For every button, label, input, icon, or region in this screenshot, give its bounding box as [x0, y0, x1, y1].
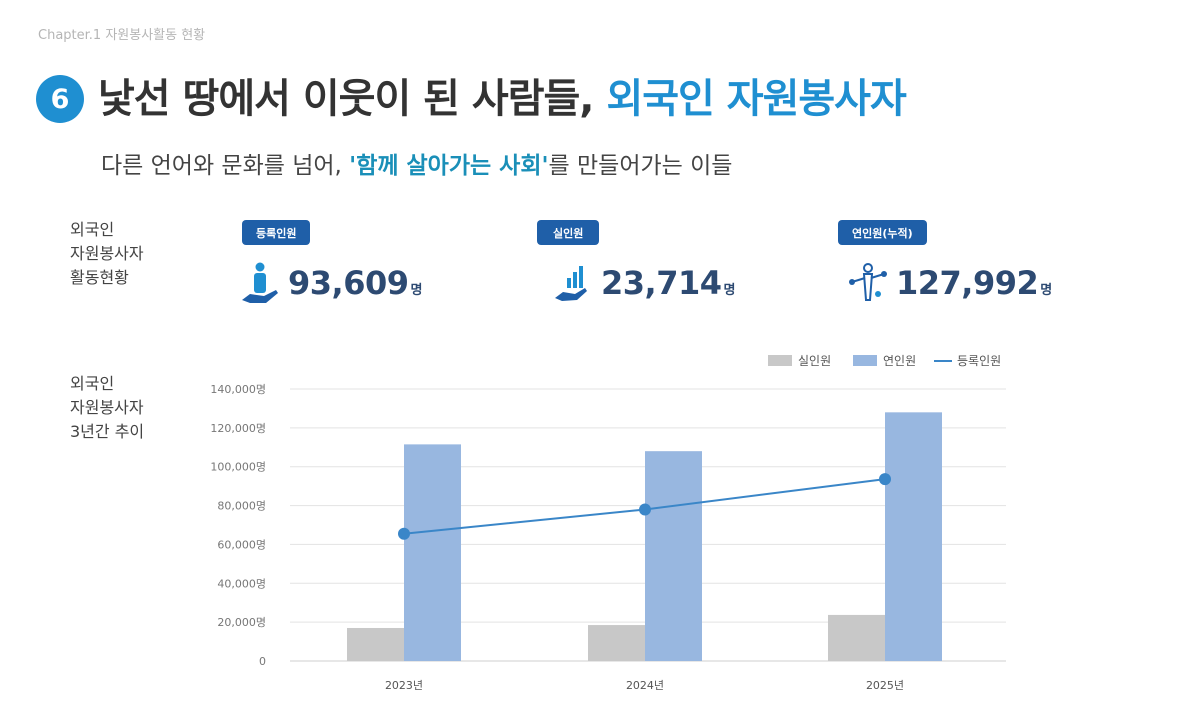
trend-chart: 0 20,000명 40,000명 60,000명 80,000명 100,000명 120… — [210, 354, 1006, 692]
bar — [404, 444, 461, 661]
x-tick-label: 2024년 — [626, 679, 664, 692]
chapter-label: Chapter.1 자원봉사활동 현황 — [38, 28, 206, 43]
y-tick-label: 80,000명 — [217, 500, 266, 513]
stat-badge-actual: 실인원 — [537, 220, 600, 245]
y-tick-label: 40,000명 — [217, 577, 266, 590]
y-tick-label: 100,000명 — [210, 461, 266, 474]
x-tick-label: 2023년 — [385, 679, 423, 692]
bar — [828, 614, 885, 661]
y-tick-label: 60,000명 — [217, 538, 266, 551]
chart-hand-icon — [555, 266, 587, 301]
trend-section-label: 외국인 자원봉사자 3년간 추이 — [70, 372, 144, 444]
trend-label-line: 외국인 — [70, 374, 115, 393]
summary-section-label: 외국인 자원봉사자 활동현황 — [70, 218, 144, 290]
line-point — [398, 527, 410, 540]
person-hand-icon — [242, 262, 278, 303]
title-main: 낯선 땅에서 이웃이 된 사람들, — [98, 76, 607, 122]
line-point — [639, 503, 651, 516]
y-tick-label: 140,000명 — [210, 383, 266, 396]
trend-label-line: 자원봉사자 — [70, 398, 144, 417]
bar — [885, 412, 942, 661]
y-tick-label: 20,000명 — [217, 616, 266, 629]
stat-badge-registered: 등록인원 — [242, 220, 311, 245]
legend-swatch — [853, 355, 877, 366]
line-point — [879, 473, 891, 486]
summary-label-line: 자원봉사자 — [70, 244, 144, 263]
bar — [588, 625, 645, 661]
y-tick-label: 120,000명 — [210, 422, 266, 435]
summary-label-line: 외국인 — [70, 220, 115, 239]
legend-label: 등록인원 — [957, 354, 1001, 368]
legend-label: 연인원 — [883, 354, 916, 368]
y-tick-label: 0 — [259, 655, 266, 668]
page-title: 낯선 땅에서 이웃이 된 사람들, 외국인 자원봉사자 — [98, 66, 907, 124]
title-accent: 외국인 자원봉사자 — [606, 76, 906, 122]
trend-label-line: 3년간 추이 — [70, 422, 145, 441]
network-person-icon — [849, 263, 887, 301]
page-subtitle: 다른 언어와 문화를 넘어, '함께 살아가는 사회'를 만들어가는 이들 — [101, 146, 732, 180]
legend-label: 실인원 — [798, 354, 831, 368]
section-number-badge: 6 — [36, 75, 84, 123]
bar — [645, 451, 702, 661]
summary-label-line: 활동현황 — [70, 268, 129, 287]
legend-swatch — [768, 355, 792, 366]
subtitle-accent: '함께 살아가는 사회' — [349, 153, 549, 179]
bar — [347, 627, 404, 661]
stat-value-cumulative: 127,992 명 — [896, 264, 1052, 302]
subtitle-pre: 다른 언어와 문화를 넘어, — [101, 153, 350, 179]
x-tick-label: 2025년 — [866, 679, 904, 692]
stat-value-actual: 23,714 명 — [601, 264, 735, 302]
stat-value-registered: 93,609 명 — [288, 264, 422, 302]
stat-badge-cumulative: 연인원(누적) — [838, 220, 927, 245]
subtitle-post: 를 만들어가는 이들 — [548, 153, 733, 179]
